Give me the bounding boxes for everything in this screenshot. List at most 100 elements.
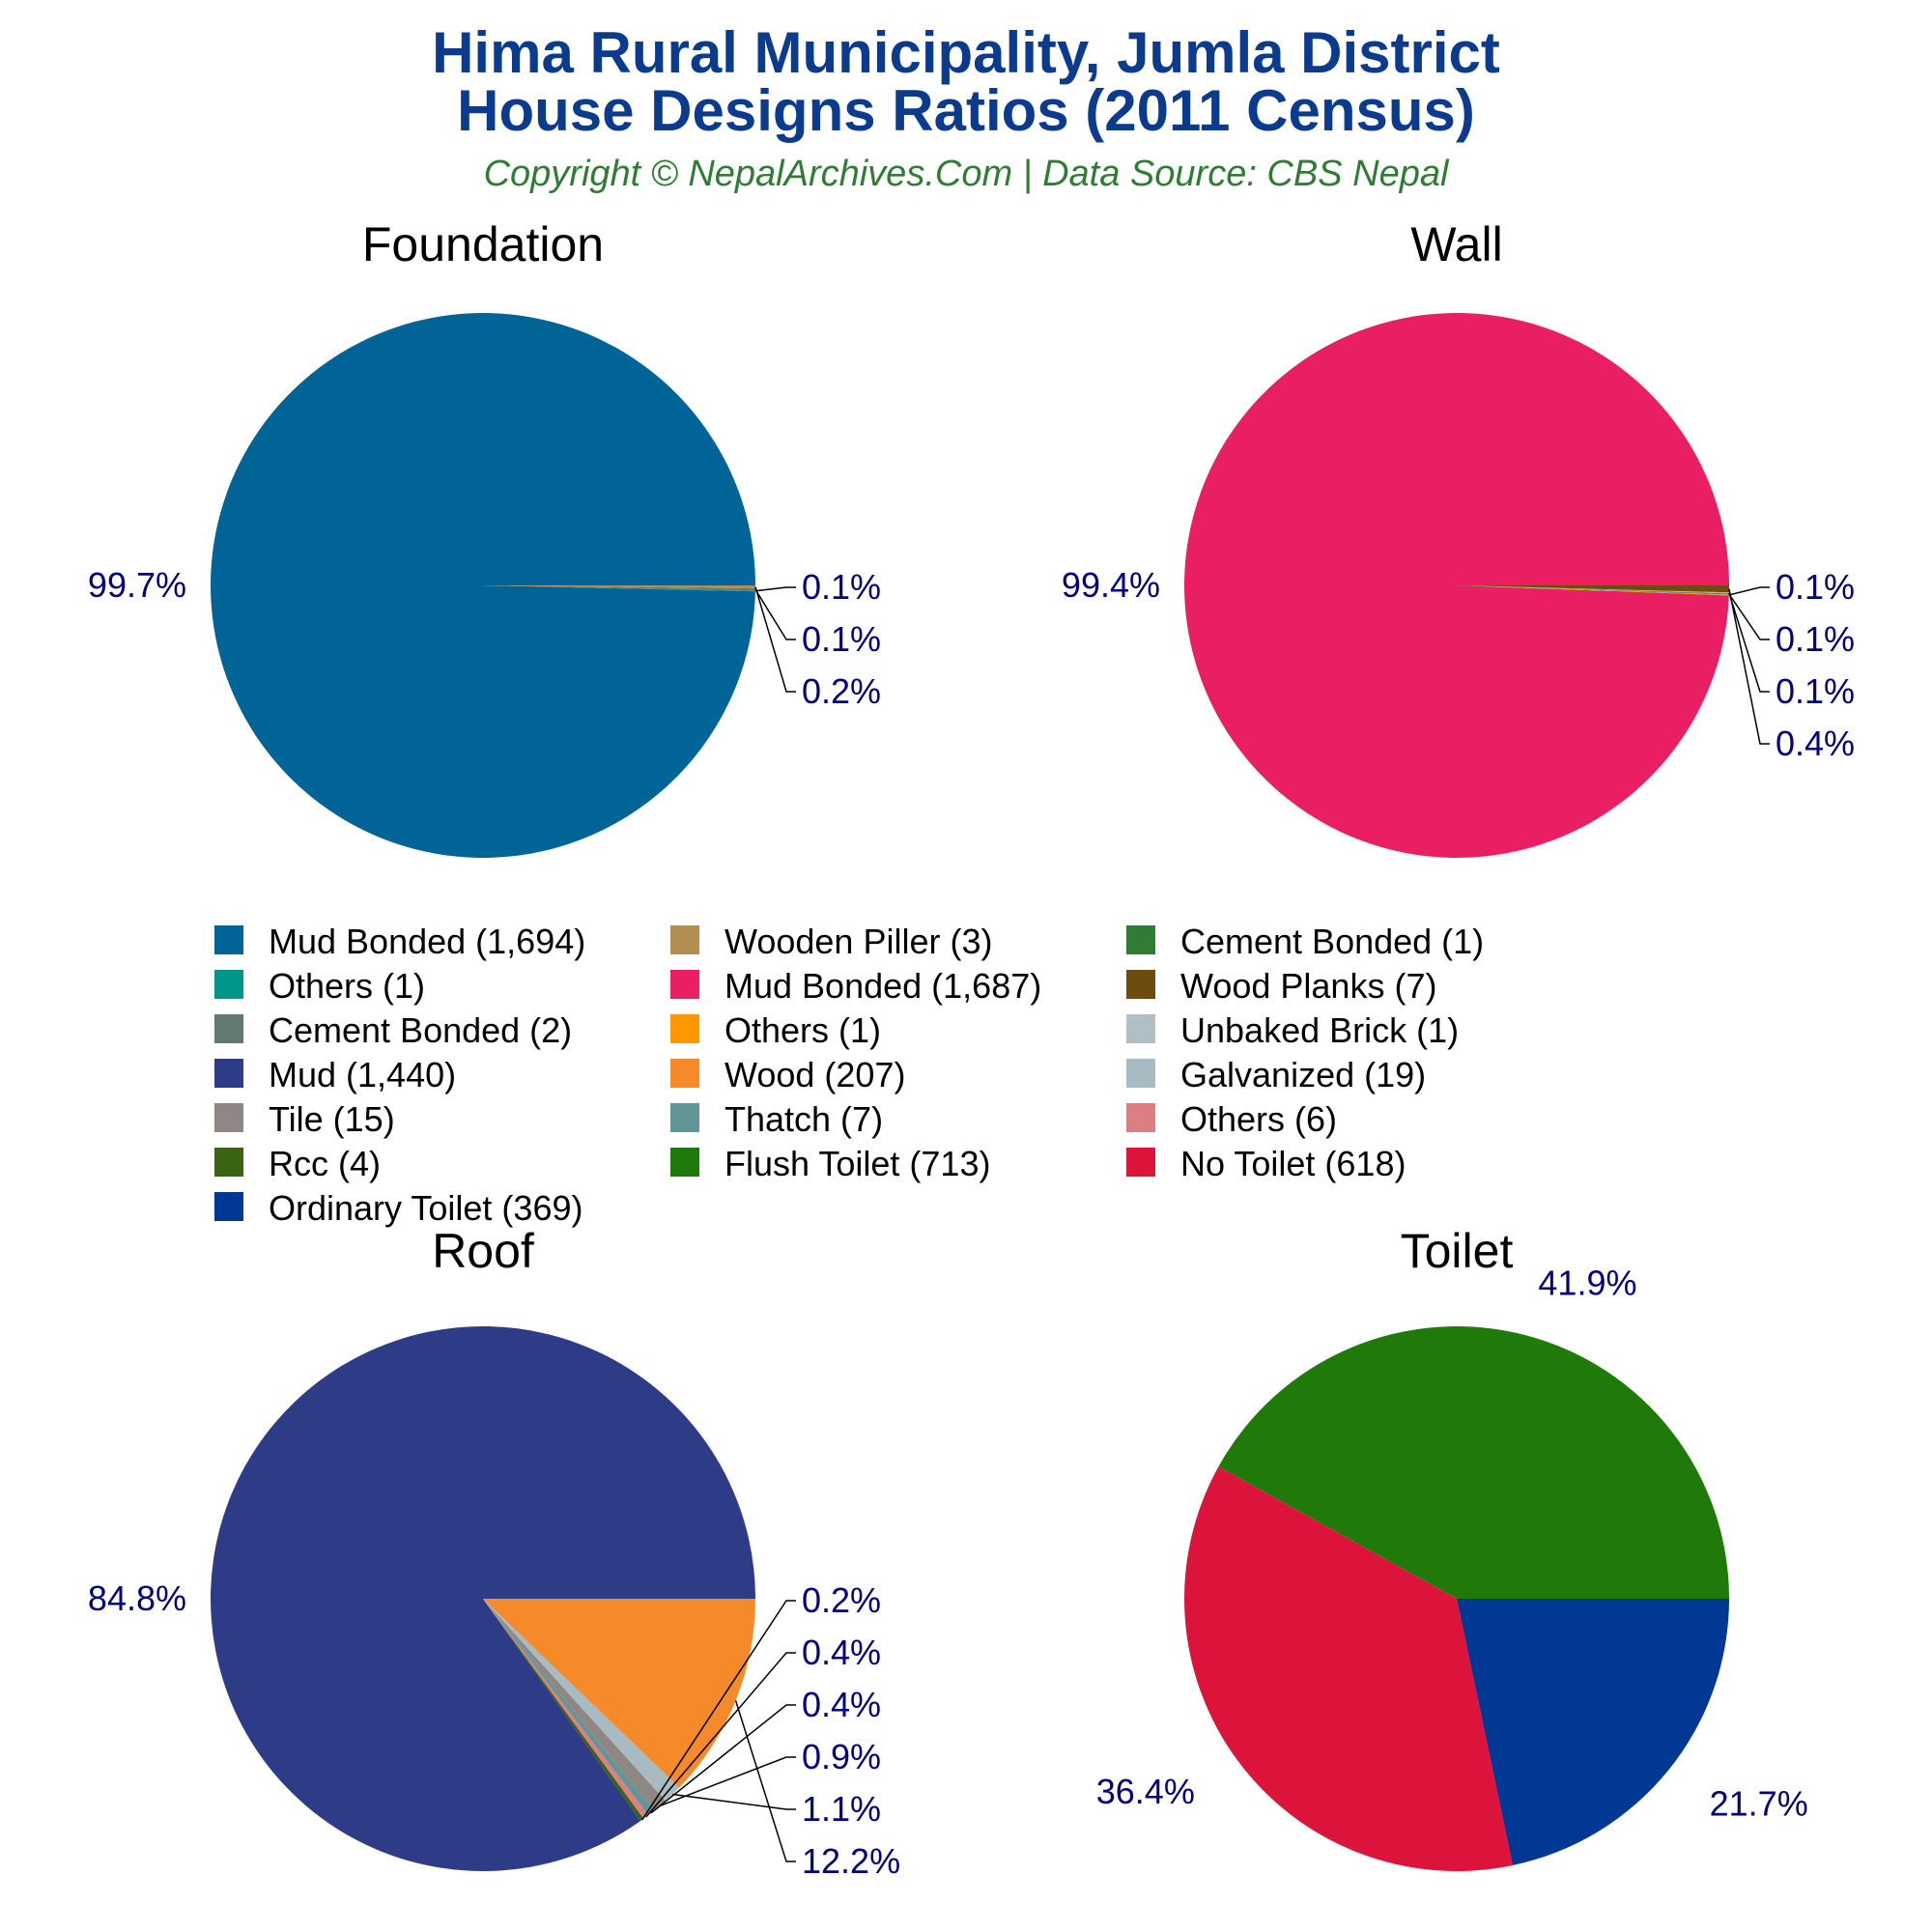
pie-leader-line: [650, 1704, 796, 1814]
legend-swatch: [670, 1014, 699, 1043]
legend-swatch: [214, 925, 243, 954]
pie-leader-line: [1728, 588, 1770, 745]
legend-swatch: [214, 970, 243, 999]
legend-swatch: [1126, 1014, 1155, 1043]
legend-swatch: [670, 925, 699, 954]
pie-pct-label: 21.7%: [1710, 1783, 1808, 1823]
legend-label: Thatch (7): [724, 1099, 883, 1139]
legend-swatch: [1126, 1103, 1155, 1132]
pie-slice-tile: [483, 1599, 667, 1811]
pie-slice-wooden-piller: [483, 585, 755, 589]
pie-pct-label: 0.1%: [1776, 567, 1855, 607]
legend-label: Ordinary Toilet (369): [269, 1188, 582, 1228]
pie-leader-line: [734, 1700, 796, 1862]
pie-pct-label: 41.9%: [1538, 1264, 1636, 1303]
legend-swatch: [214, 1014, 243, 1043]
pie-leader-line: [754, 588, 796, 640]
pie-pct-label: 12.2%: [802, 1841, 900, 1881]
legend-label: Others (6): [1180, 1099, 1337, 1139]
pie-leader-line: [1728, 586, 1770, 596]
legend-swatch: [214, 1059, 243, 1088]
legend-label: Mud Bonded (1,694): [269, 922, 585, 961]
pie-slice-flush-toilet: [1218, 1326, 1729, 1599]
legend-label: Wood Planks (7): [1180, 966, 1436, 1006]
legend-label: Cement Bonded (2): [269, 1010, 572, 1050]
legend-label: No Toilet (618): [1180, 1144, 1406, 1183]
legend-label: Unbaked Brick (1): [1180, 1010, 1459, 1050]
pie-title-foundation: Foundation: [362, 217, 604, 271]
legend-label: Tile (15): [269, 1099, 395, 1139]
pie-slice-others: [483, 585, 755, 592]
legend-swatch: [214, 1192, 243, 1221]
pie-leader-line: [1728, 592, 1770, 693]
pie-pct-label: 0.2%: [802, 671, 881, 711]
legend-label: Mud Bonded (1,687): [724, 966, 1041, 1006]
pie-slice-cement-bonded: [1457, 585, 1729, 595]
legend-swatch: [1126, 970, 1155, 999]
pie-pct-label: 36.4%: [1096, 1772, 1195, 1811]
pie-leader-line: [659, 1756, 796, 1807]
legend-label: Cement Bonded (1): [1180, 922, 1484, 961]
pie-leader-line: [641, 1600, 796, 1821]
legend-swatch: [1126, 925, 1155, 954]
legend-label: Wood (207): [724, 1055, 905, 1094]
legend-label: Others (1): [724, 1010, 881, 1050]
legend: Mud Bonded (1,694) Wooden Piller (3) Cemen…: [214, 922, 1484, 1228]
pie-title-toilet: Toilet: [1401, 1224, 1514, 1278]
pie-leader-line: [754, 586, 796, 693]
pie-pct-label: 0.1%: [802, 567, 881, 607]
legend-swatch: [670, 970, 699, 999]
chart-subtitle: Copyright © NepalArchives.Com | Data Sou…: [484, 154, 1450, 194]
legend-swatch: [1126, 1148, 1155, 1177]
chart-title-line1: Hima Rural Municipality, Jumla District: [432, 20, 1500, 85]
legend-swatch: [1126, 1059, 1155, 1088]
pie-slice-wood: [483, 1599, 755, 1788]
pie-foundation: 99.7% 0.1% 0.1% 0.2%: [88, 313, 881, 859]
pie-pct-label: 84.8%: [88, 1578, 186, 1618]
legend-swatch: [670, 1148, 699, 1177]
legend-label: Others (1): [269, 966, 425, 1006]
pie-slice-mud-bonded: [1183, 313, 1729, 859]
legend-swatch: [670, 1059, 699, 1088]
chart-title-line2: House Designs Ratios (2011 Census): [457, 78, 1475, 143]
pie-pct-label: 99.7%: [88, 565, 186, 605]
pie-slice-unbaked-brick: [1457, 585, 1729, 594]
pie-title-roof: Roof: [432, 1224, 534, 1278]
pie-pct-label: 1.1%: [802, 1789, 881, 1829]
pie-slice-thatch: [483, 1599, 655, 1815]
pie-pct-label: 99.4%: [1062, 565, 1160, 605]
pie-roof: 84.8% 0.2% 0.4% 0.4% 0.9% 1.1% 12.2%: [88, 1325, 900, 1881]
legend-label: Rcc (4): [269, 1144, 381, 1183]
pie-slice-wood-planks: [1457, 585, 1729, 593]
pie-slice-galvanized: [483, 1599, 680, 1802]
pie-slice-mud-bonded: [211, 313, 756, 859]
pie-slice-ordinary-toilet: [1457, 1599, 1729, 1865]
pie-pct-label: 0.1%: [1776, 619, 1855, 659]
pie-wall: 99.4% 0.1% 0.1% 0.1% 0.4%: [1062, 313, 1855, 859]
pie-slice-others: [1457, 585, 1729, 596]
pie-leader-line: [1728, 593, 1770, 640]
pie-toilet: 41.9% 36.4% 21.7%: [1096, 1264, 1808, 1871]
legend-label: Galvanized (19): [1180, 1055, 1426, 1094]
legend-label: Wooden Piller (3): [724, 922, 992, 961]
pie-pct-label: 0.1%: [802, 619, 881, 659]
pie-slice-cement-bonded: [483, 585, 755, 591]
pie-slice-rcc: [483, 1599, 644, 1822]
pie-leader-line: [754, 586, 796, 592]
pie-pct-label: 0.4%: [1776, 724, 1855, 763]
pie-pct-label: 0.4%: [802, 1685, 881, 1724]
pie-slice-others: [483, 1599, 649, 1819]
pie-leader-line: [645, 1652, 796, 1818]
legend-swatch: [214, 1103, 243, 1132]
pie-pct-label: 0.9%: [802, 1737, 881, 1776]
legend-swatch: [214, 1148, 243, 1177]
pie-pct-label: 0.2%: [802, 1580, 881, 1620]
pie-pct-label: 0.1%: [1776, 671, 1855, 711]
pie-slice-no-toilet: [1184, 1466, 1513, 1871]
legend-label: Mud (1,440): [269, 1055, 456, 1094]
pie-leader-line: [672, 1793, 796, 1810]
pie-title-wall: Wall: [1410, 217, 1502, 271]
legend-swatch: [670, 1103, 699, 1132]
